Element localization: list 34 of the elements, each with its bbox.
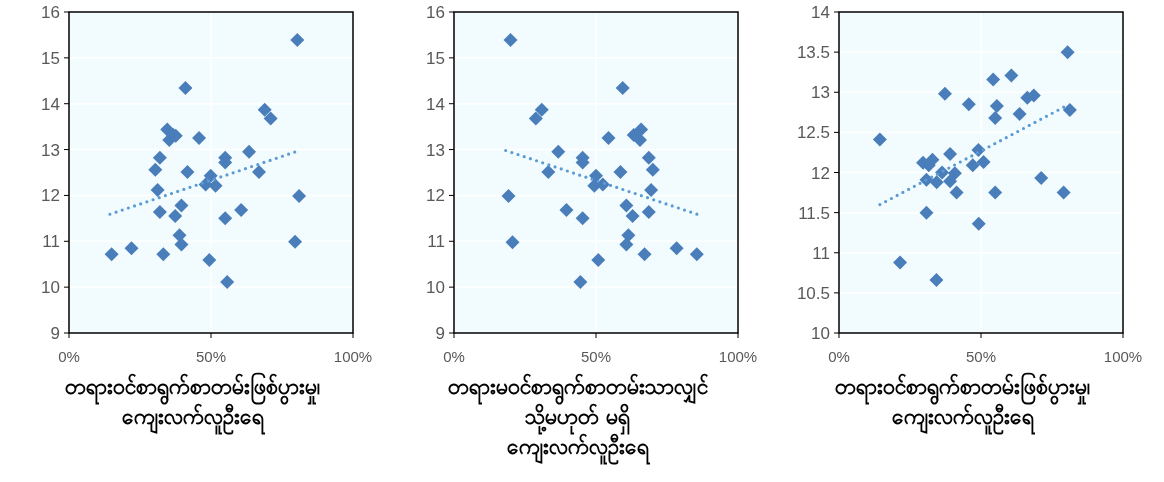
x-tick-label: 50% xyxy=(580,348,612,365)
y-tick-label: 12 xyxy=(41,186,60,206)
x-tick-label: 0% xyxy=(443,348,465,365)
y-tick-label: 14 xyxy=(811,3,830,22)
y-tick-label: 9 xyxy=(435,324,445,343)
y-tick-label: 12 xyxy=(811,163,830,183)
y-tick-label: 10 xyxy=(426,278,445,298)
y-tick-label: 11.5 xyxy=(798,203,830,223)
x-tick-label: 100% xyxy=(333,348,373,365)
y-tick-label: 14 xyxy=(426,94,445,114)
x-tick-label: 100% xyxy=(1103,348,1143,365)
x-tick-label: 50% xyxy=(195,348,227,365)
x-tick-label: 0% xyxy=(828,348,850,365)
x-tick-label: 50% xyxy=(965,348,997,365)
y-tick-label: 11 xyxy=(812,243,830,263)
y-tick-label: 13.5 xyxy=(796,43,830,63)
x-tick-label: 0% xyxy=(58,348,80,365)
x-tick-label: 100% xyxy=(718,348,758,365)
y-tick-label: 15 xyxy=(426,48,445,68)
y-tick-label: 10 xyxy=(811,324,830,343)
y-tick-label: 10 xyxy=(41,278,60,298)
y-tick-label: 13 xyxy=(426,140,445,160)
y-tick-label: 9 xyxy=(50,324,60,343)
y-tick-label: 12.5 xyxy=(796,123,830,143)
y-tick-label: 12 xyxy=(426,186,445,206)
y-tick-label: 16 xyxy=(41,3,60,22)
y-tick-label: 13 xyxy=(811,83,830,103)
y-tick-label: 14 xyxy=(41,94,60,114)
y-tick-label: 11 xyxy=(427,232,445,252)
y-tick-label: 11 xyxy=(42,232,60,252)
y-tick-label: 13 xyxy=(41,140,60,160)
y-tick-label: 15 xyxy=(41,48,60,68)
y-tick-label: 10.5 xyxy=(796,283,830,303)
y-tick-label: 16 xyxy=(426,3,445,22)
